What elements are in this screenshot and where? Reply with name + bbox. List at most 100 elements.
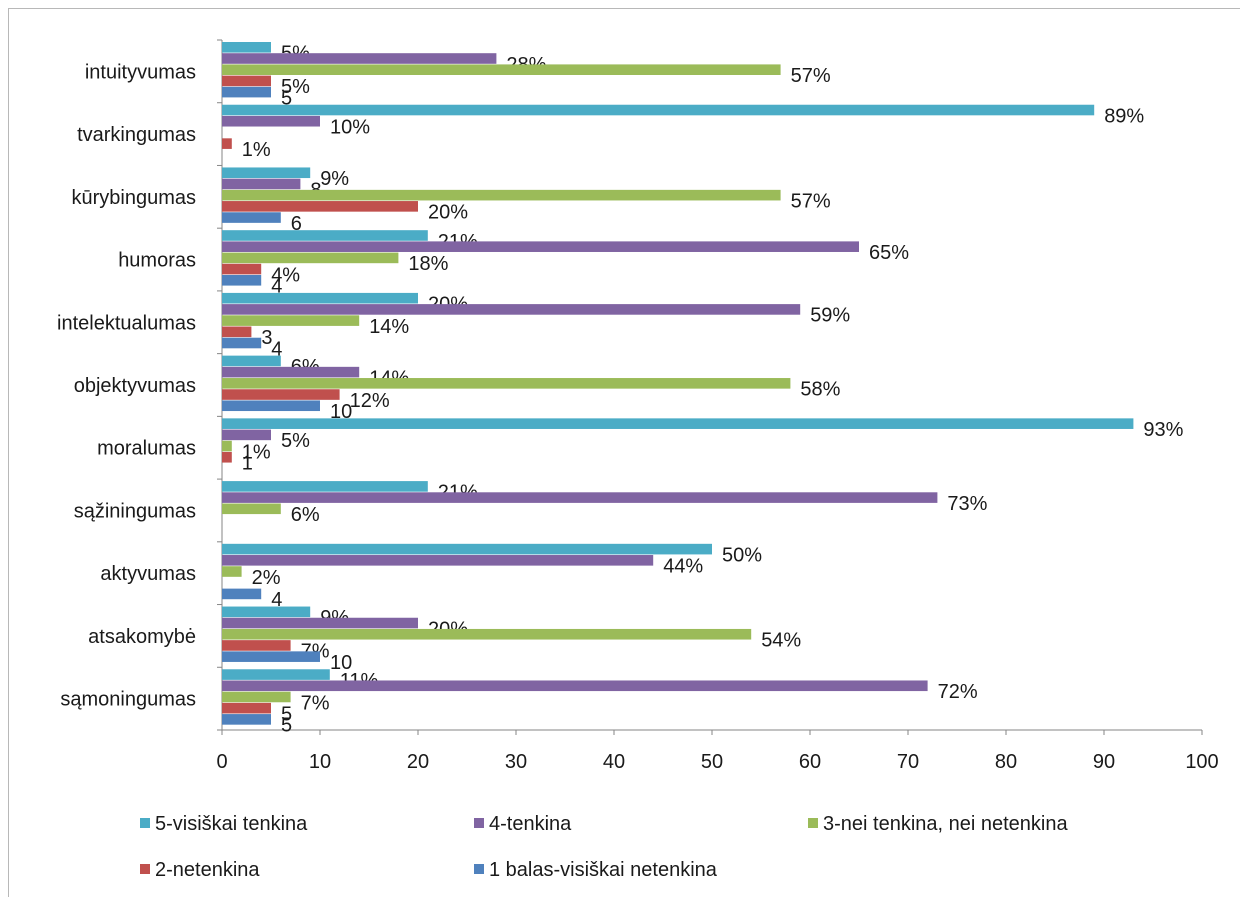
legend-label: 4-tenkina <box>489 813 572 835</box>
x-tick-label: 80 <box>995 751 1017 773</box>
bar <box>222 588 262 600</box>
data-label: 58% <box>800 379 840 401</box>
data-label: 4% <box>271 264 300 286</box>
x-tick-label: 60 <box>799 751 821 773</box>
bar <box>222 292 418 304</box>
category-label: moralumas <box>97 438 196 460</box>
bar <box>222 241 859 252</box>
bar <box>222 640 291 651</box>
category-label: tvarkingumas <box>77 124 196 146</box>
data-label: 93% <box>1143 419 1183 441</box>
data-label: 73% <box>947 493 987 515</box>
bar <box>222 543 712 555</box>
category-label: atsakomybė <box>88 626 196 648</box>
category-label: sąžiningumas <box>74 500 196 522</box>
bar <box>222 617 418 629</box>
bar <box>222 606 311 618</box>
category-label: sąmoningumas <box>60 689 196 711</box>
legend-label: 1 balas-visiškai netenkina <box>489 859 718 881</box>
bar <box>222 64 781 75</box>
bar <box>222 115 320 127</box>
bar <box>222 628 752 640</box>
data-label: 10 <box>330 401 352 423</box>
bar <box>222 492 938 503</box>
data-label: 72% <box>938 681 978 703</box>
bar <box>222 400 320 412</box>
data-label: 54% <box>761 630 801 652</box>
bar <box>222 86 271 98</box>
data-label: 89% <box>1104 105 1144 127</box>
bar <box>222 138 232 149</box>
data-label: 59% <box>810 305 850 327</box>
x-tick-label: 20 <box>407 751 429 773</box>
bar <box>222 189 781 201</box>
data-label: 1% <box>242 139 271 161</box>
data-label: 18% <box>408 253 448 275</box>
x-tick-label: 0 <box>216 751 227 773</box>
category-label: intelektualumas <box>57 312 196 334</box>
bar <box>222 178 301 190</box>
bar <box>222 429 271 441</box>
legend-label: 3-nei tenkina, nei netenkina <box>823 813 1068 835</box>
data-label: 5% <box>281 76 310 98</box>
bar <box>222 104 1095 116</box>
legend-swatch <box>140 818 150 828</box>
data-label: 3 <box>261 327 272 349</box>
data-label: 1 <box>242 453 253 475</box>
data-label: 7% <box>301 692 330 714</box>
bar <box>222 263 262 275</box>
x-tick-label: 50 <box>701 751 723 773</box>
x-tick-label: 40 <box>603 751 625 773</box>
bar <box>222 389 340 400</box>
chart-frame <box>8 8 1240 897</box>
bar <box>222 378 791 389</box>
data-label: 14% <box>369 316 409 338</box>
bar <box>222 651 320 662</box>
legend-swatch <box>140 864 150 874</box>
bar <box>222 326 252 338</box>
bar <box>222 75 271 87</box>
bar <box>222 481 428 492</box>
data-label: 10 <box>330 652 352 674</box>
bar <box>222 315 360 326</box>
data-label: 65% <box>869 242 909 264</box>
data-label: 2% <box>252 567 281 589</box>
bar <box>222 304 801 315</box>
data-label: 4 <box>271 276 282 298</box>
data-label: 50% <box>722 544 762 566</box>
bar <box>222 566 242 577</box>
category-label: objektyvumas <box>74 375 196 397</box>
bar <box>222 702 271 714</box>
legend-label: 5-visiškai tenkina <box>155 813 308 835</box>
legend-swatch <box>474 818 484 828</box>
bar <box>222 555 654 566</box>
x-tick-label: 90 <box>1093 751 1115 773</box>
bar <box>222 440 232 452</box>
category-label: humoras <box>118 250 196 272</box>
bar <box>222 337 262 349</box>
bar <box>222 503 281 515</box>
data-label: 4 <box>271 589 282 611</box>
bar <box>222 252 399 264</box>
data-label: 6 <box>291 213 302 235</box>
bar <box>222 418 1134 429</box>
x-tick-label: 70 <box>897 751 919 773</box>
category-label: aktyvumas <box>100 563 196 585</box>
data-label: 57% <box>791 65 831 87</box>
data-label: 5 <box>281 703 292 725</box>
bar <box>222 691 291 703</box>
category-label: intuityvumas <box>85 61 196 83</box>
x-tick-label: 30 <box>505 751 527 773</box>
bar <box>222 451 232 463</box>
bar <box>222 714 271 725</box>
bar <box>222 680 928 692</box>
data-label: 20% <box>428 202 468 224</box>
category-label: kūrybingumas <box>71 187 196 209</box>
data-label: 1% <box>242 441 271 463</box>
data-label: 5% <box>281 430 310 452</box>
bar <box>222 167 311 179</box>
data-label: 57% <box>791 190 831 212</box>
bar <box>222 355 281 367</box>
bar <box>222 212 281 223</box>
